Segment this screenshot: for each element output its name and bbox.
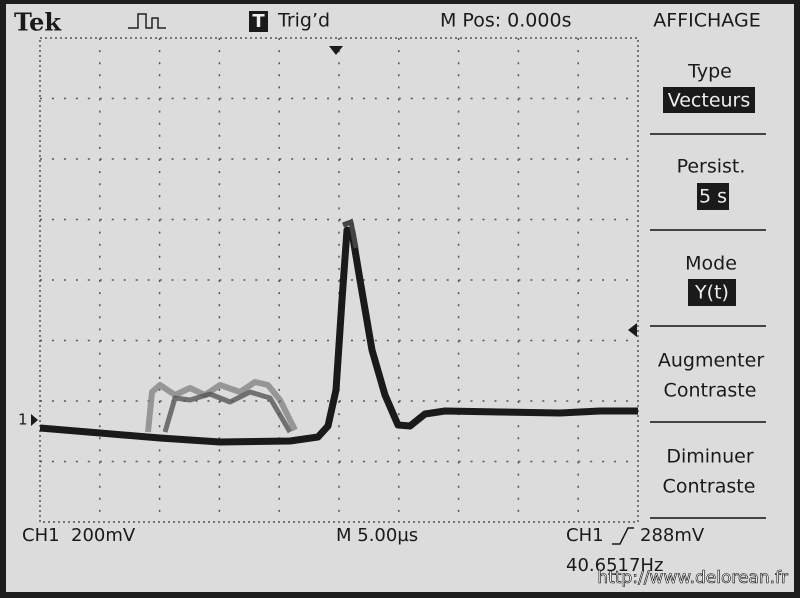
persistence-trace [162, 389, 293, 434]
menu-line[interactable]: Diminuer [666, 446, 753, 468]
menu-value-box [697, 183, 729, 210]
time-scale: M 5.00µs [336, 525, 418, 546]
persistence-trace [145, 379, 298, 433]
brand: Tek [14, 8, 62, 37]
menu-label[interactable]: Type [687, 61, 732, 83]
trigger-icon: T [252, 11, 265, 32]
trigger-icon-box [249, 11, 268, 32]
menu-value[interactable]: 5 s [699, 186, 727, 208]
menu-label[interactable]: Mode [685, 253, 737, 275]
trace [39, 226, 638, 446]
watermark: http://www.delorean.fr [597, 568, 788, 588]
graticule [40, 38, 638, 522]
persistence-trace [342, 219, 359, 249]
channel-marker-arrow [31, 414, 38, 426]
menu-value-box [663, 87, 755, 113]
trigger-channel: CH1 [566, 525, 604, 546]
display [6, 4, 794, 592]
waveform [39, 219, 638, 446]
graticule-border [39, 37, 639, 523]
menu-line[interactable]: Augmenter [658, 350, 764, 372]
trigger-status: Trig’d [277, 10, 330, 32]
trigger-position-marker [329, 46, 343, 55]
menu-line[interactable]: Contraste [663, 476, 756, 498]
menu-value[interactable]: Y(t) [694, 282, 729, 304]
menu-value[interactable]: Vecteurs [668, 90, 751, 112]
menu-title: AFFICHAGE [653, 10, 760, 32]
trigger-level-marker [628, 323, 637, 337]
menu-label[interactable]: Persist. [677, 156, 746, 178]
acquire-icon [128, 13, 166, 29]
side-menu: Type Vecteurs Persist. 5 s Mode Y(t) Aug… [650, 61, 766, 519]
channel-marker: 1 [18, 411, 28, 429]
menu-value-box [688, 279, 736, 306]
menu-line[interactable]: Contraste [664, 380, 757, 402]
trigger-level: 288mV [640, 525, 705, 546]
channel-scale: CH1 200mV [22, 525, 136, 546]
trigger-slope-icon [612, 527, 634, 545]
frequency: 40.6517Hz [566, 555, 663, 576]
time-position: M Pos: 0.000s [440, 10, 571, 32]
